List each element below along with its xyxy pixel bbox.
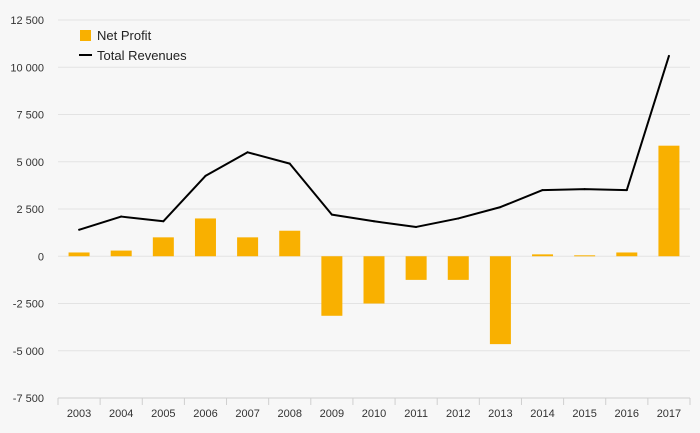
bar-net-profit-2005[interactable]	[152, 237, 174, 257]
bar-net-profit-2007[interactable]	[237, 237, 259, 257]
bar-net-profit-2003[interactable]	[68, 252, 90, 257]
x-tick-label: 2016	[615, 408, 639, 420]
point-total-revenues-2011[interactable]	[415, 225, 418, 228]
y-tick-label: 2 500	[16, 204, 44, 216]
point-total-revenues-2007[interactable]	[246, 151, 249, 154]
net-profit-bars	[68, 145, 680, 345]
y-axis: 12 500 10 000 7 500 5 000 2 500 0 -2 500 -5 000…	[10, 15, 44, 405]
x-axis: 2003 2004 2005 2006 2007 2008 2009 2010 2011 2012…	[57, 397, 691, 420]
y-tick-label: 10 000	[10, 62, 44, 74]
point-total-revenues-2012[interactable]	[457, 217, 460, 220]
x-tick-label: 2015	[572, 408, 596, 420]
x-tick-label: 2012	[446, 408, 470, 420]
y-tick-label: -2 500	[13, 299, 44, 311]
bar-net-profit-2013[interactable]	[489, 256, 511, 345]
x-tick-label: 2010	[362, 408, 386, 420]
point-total-revenues-2006[interactable]	[204, 174, 207, 177]
y-tick-label: 7 500	[16, 110, 44, 122]
point-total-revenues-2010[interactable]	[373, 220, 375, 223]
legend[interactable]: Net Profit Total Revenues	[79, 28, 187, 63]
bar-net-profit-2011[interactable]	[405, 256, 427, 280]
x-tick-label: 2004	[109, 408, 133, 420]
x-tick-label: 2007	[235, 408, 259, 420]
point-total-revenues-2005[interactable]	[162, 220, 165, 223]
bar-net-profit-2015[interactable]	[574, 255, 596, 257]
x-tick-label: 2008	[277, 408, 301, 420]
bar-net-profit-2017[interactable]	[658, 145, 680, 257]
y-tick-label: 12 500	[10, 15, 44, 27]
line-total-revenues[interactable]	[78, 55, 670, 231]
bar-net-profit-2004[interactable]	[110, 250, 132, 257]
x-tick-label: 2013	[488, 408, 512, 420]
y-tick-label: -7 500	[13, 393, 44, 405]
y-tick-label: -5 000	[13, 346, 44, 358]
bar-net-profit-2012[interactable]	[447, 256, 469, 280]
y-tick-label: 5 000	[16, 157, 44, 169]
x-tick-label: 2003	[67, 408, 91, 420]
total-revenues-line-group	[78, 54, 670, 231]
point-total-revenues-2014[interactable]	[541, 189, 544, 192]
bar-net-profit-2016[interactable]	[616, 252, 638, 257]
point-total-revenues-2009[interactable]	[330, 213, 333, 216]
x-tick-label: 2005	[151, 408, 175, 420]
y-tick-label: 0	[38, 251, 44, 263]
point-total-revenues-2003[interactable]	[78, 228, 81, 231]
bar-net-profit-2009[interactable]	[321, 256, 343, 316]
legend-label-total-revenues: Total Revenues	[97, 48, 187, 63]
gridlines	[58, 19, 690, 399]
point-total-revenues-2016[interactable]	[625, 189, 628, 192]
point-total-revenues-2015[interactable]	[583, 188, 586, 191]
x-tick-label: 2009	[320, 408, 344, 420]
bar-net-profit-2010[interactable]	[363, 256, 385, 304]
x-tick-label: 2006	[193, 408, 217, 420]
legend-swatch-net-profit	[80, 30, 91, 41]
bar-net-profit-2008[interactable]	[279, 230, 301, 257]
point-total-revenues-2013[interactable]	[499, 206, 502, 209]
point-total-revenues-2008[interactable]	[288, 162, 291, 165]
x-tick-label: 2011	[404, 408, 428, 420]
legend-label-net-profit: Net Profit	[97, 28, 152, 43]
bar-net-profit-2006[interactable]	[194, 218, 216, 257]
point-total-revenues-2004[interactable]	[120, 215, 123, 218]
x-tick-label: 2014	[530, 408, 554, 420]
bar-net-profit-2014[interactable]	[532, 254, 554, 257]
point-total-revenues-2017[interactable]	[667, 54, 670, 57]
x-tick-label: 2017	[657, 408, 681, 420]
